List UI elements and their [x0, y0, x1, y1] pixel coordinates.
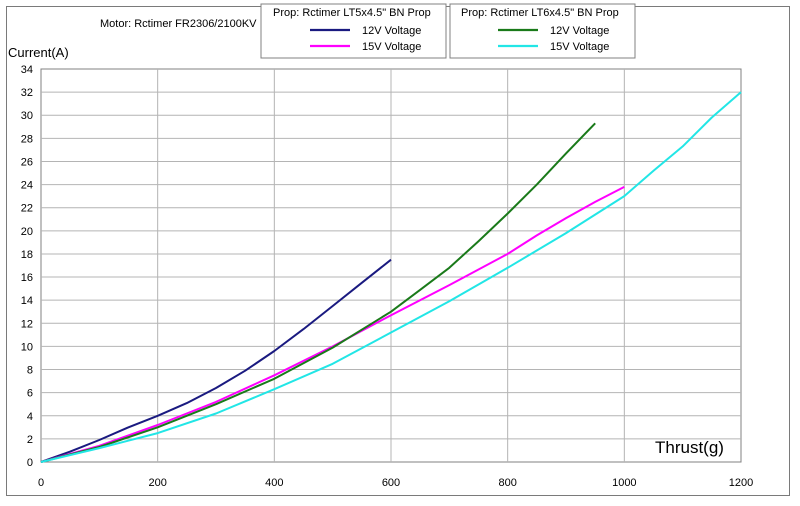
x-tick-label: 400 [265, 477, 283, 489]
legend-group-title: Prop: Rctimer LT6x4.5" BN Prop [461, 7, 619, 19]
series-line-2 [40, 186, 625, 463]
y-tick-label: 18 [21, 249, 33, 261]
x-tick-label: 600 [382, 477, 400, 489]
motor-label: Motor: Rctimer FR2306/2100KV [100, 18, 257, 30]
y-tick-label: 6 [27, 388, 33, 400]
series-lines [40, 91, 742, 463]
x-tick-label: 800 [498, 477, 516, 489]
x-tick-label: 0 [38, 477, 44, 489]
y-tick-label: 0 [27, 457, 33, 469]
legend-group-2: Prop: Rctimer LT6x4.5" BN Prop 12V Volta… [449, 3, 636, 59]
x-tick-label: 1200 [729, 477, 753, 489]
y-tick-label: 34 [21, 64, 33, 76]
y-tick-label: 14 [21, 295, 33, 307]
y-tick-label: 12 [21, 318, 33, 330]
x-tick-labels: 0 200 400 600 800 1000 1200 [38, 477, 753, 489]
y-tick-label: 28 [21, 133, 33, 145]
legend-entry: 15V Voltage [362, 41, 421, 53]
x-tick-label: 1000 [612, 477, 636, 489]
series-line-3 [40, 122, 596, 463]
legend-group-title: Prop: Rctimer LT5x4.5" BN Prop [273, 7, 431, 19]
y-tick-label: 8 [27, 365, 33, 377]
x-tick-label: 200 [148, 477, 166, 489]
y-axis-title: Current(A) [8, 45, 69, 60]
legend-entry: 15V Voltage [550, 41, 609, 53]
series-line-1 [40, 258, 392, 463]
grid-lines [41, 69, 741, 462]
series-line-4 [40, 91, 742, 463]
legend-entry: 12V Voltage [362, 25, 421, 37]
y-tick-label: 26 [21, 156, 33, 168]
y-tick-label: 32 [21, 87, 33, 99]
x-axis-title: Thrust(g) [655, 438, 724, 457]
y-tick-label: 4 [27, 411, 33, 423]
legend-entry: 12V Voltage [550, 25, 609, 37]
y-tick-label: 20 [21, 226, 33, 238]
y-tick-label: 16 [21, 272, 33, 284]
y-tick-label: 10 [21, 341, 33, 353]
y-tick-label: 2 [27, 434, 33, 446]
legend-group-1: Prop: Rctimer LT5x4.5" BN Prop 12V Volta… [260, 3, 447, 59]
y-tick-label: 24 [21, 180, 33, 192]
y-tick-label: 22 [21, 203, 33, 215]
y-tick-label: 30 [21, 110, 33, 122]
